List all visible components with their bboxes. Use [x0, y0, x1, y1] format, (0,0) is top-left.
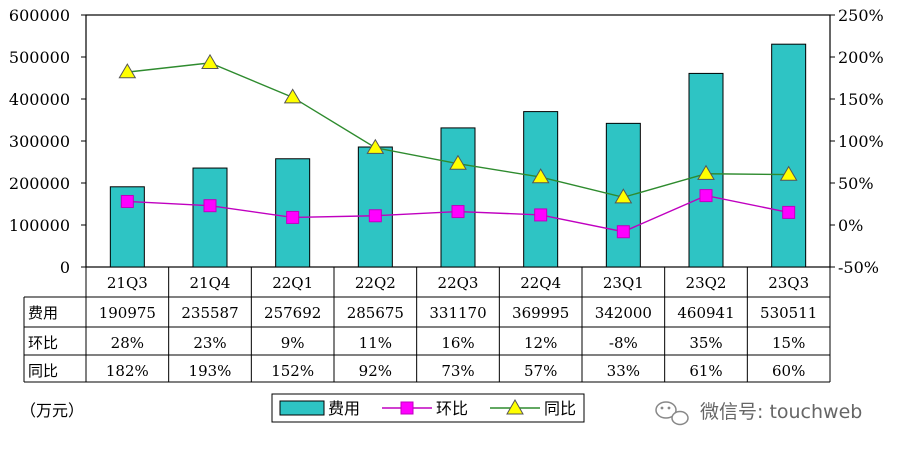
point-yoy-21Q3: [118, 63, 137, 79]
data-label: 15%: [772, 334, 805, 352]
legend-label: 费用: [328, 399, 360, 418]
data-label: 28%: [111, 334, 144, 352]
table-row-name: 环比: [28, 334, 58, 352]
right-tick-label: 250%: [838, 6, 884, 25]
bar-22Q2: [357, 146, 393, 268]
bar-21Q4: [192, 167, 228, 268]
category-label: 23Q3: [768, 274, 809, 292]
data-label: 35%: [689, 334, 722, 352]
point-qoq-23Q1: [616, 225, 630, 239]
legend-label: 同比: [544, 399, 576, 418]
point-qoq-22Q2: [368, 209, 382, 223]
data-label: 285675: [347, 304, 404, 322]
unit-label: （万元）: [20, 401, 84, 420]
point-qoq-22Q1: [286, 210, 300, 224]
category-label: 22Q2: [355, 274, 396, 292]
category-label: 23Q1: [603, 274, 644, 292]
point-qoq-23Q2: [699, 189, 713, 203]
category-label: 22Q1: [272, 274, 313, 292]
right-tick-label: 0%: [838, 216, 863, 235]
data-label: 152%: [271, 362, 314, 380]
right-tick-label: 200%: [838, 48, 884, 67]
data-label: 460941: [677, 304, 734, 322]
data-label: 92%: [359, 362, 392, 380]
point-qoq-21Q4: [203, 199, 217, 213]
left-tick-label: 400000: [9, 90, 70, 109]
data-label: 9%: [281, 334, 305, 352]
bar-22Q3: [440, 127, 476, 268]
table-row-name: 费用: [28, 304, 58, 322]
point-qoq-22Q3: [451, 205, 465, 219]
data-label: 193%: [189, 362, 232, 380]
right-tick-label: 100%: [838, 132, 884, 151]
point-qoq-21Q3: [120, 194, 134, 208]
table-row-name: 同比: [28, 362, 58, 380]
point-yoy-22Q2: [366, 138, 385, 154]
point-yoy-22Q1: [283, 88, 302, 104]
data-label: 369995: [512, 304, 569, 322]
data-label: 530511: [760, 304, 817, 322]
point-yoy-23Q2: [697, 164, 715, 180]
bar-23Q3: [771, 43, 807, 268]
data-label: 257692: [264, 304, 321, 322]
left-tick-label: 0: [60, 258, 70, 277]
data-label: -8%: [609, 334, 638, 352]
watermark-text: 微信号: touchweb: [700, 401, 862, 423]
data-label: 190975: [99, 304, 156, 322]
data-label: 60%: [772, 362, 805, 380]
category-label: 23Q2: [686, 274, 727, 292]
data-label: 23%: [193, 334, 226, 352]
left-tick-label: 500000: [9, 48, 70, 67]
point-qoq-23Q3: [782, 205, 796, 219]
bar-22Q4: [523, 111, 559, 268]
category-label: 21Q3: [107, 274, 148, 292]
right-tick-label: -50%: [838, 258, 879, 277]
data-label: 11%: [359, 334, 392, 352]
legend-swatch-marker: [506, 398, 524, 415]
left-tick-label: 200000: [9, 174, 70, 193]
wechat-icon: [655, 401, 689, 426]
point-yoy-22Q4: [531, 168, 550, 184]
data-label: 61%: [689, 362, 722, 380]
point-yoy-21Q4: [201, 53, 219, 69]
data-label: 33%: [607, 362, 640, 380]
left-tick-label: 600000: [9, 6, 70, 25]
data-label: 16%: [441, 334, 474, 352]
data-label: 342000: [595, 304, 652, 322]
data-label: 331170: [429, 304, 486, 322]
point-yoy-23Q1: [614, 188, 633, 204]
legend-swatch-bar: [279, 400, 325, 416]
legend-swatch-marker: [400, 401, 414, 415]
right-tick-label: 150%: [838, 90, 884, 109]
data-label: 182%: [106, 362, 149, 380]
category-label: 22Q3: [438, 274, 479, 292]
point-yoy-23Q3: [779, 165, 798, 181]
data-label: 12%: [524, 334, 557, 352]
left-tick-label: 100000: [9, 216, 70, 235]
point-yoy-22Q3: [449, 154, 467, 170]
legend-label: 环比: [436, 399, 468, 418]
category-label: 22Q4: [520, 274, 561, 292]
data-label: 73%: [441, 362, 474, 380]
data-label: 57%: [524, 362, 557, 380]
right-tick-label: 50%: [838, 174, 874, 193]
point-qoq-22Q4: [534, 208, 548, 222]
left-tick-label: 300000: [9, 132, 70, 151]
category-label: 21Q4: [190, 274, 231, 292]
data-label: 235587: [181, 304, 238, 322]
